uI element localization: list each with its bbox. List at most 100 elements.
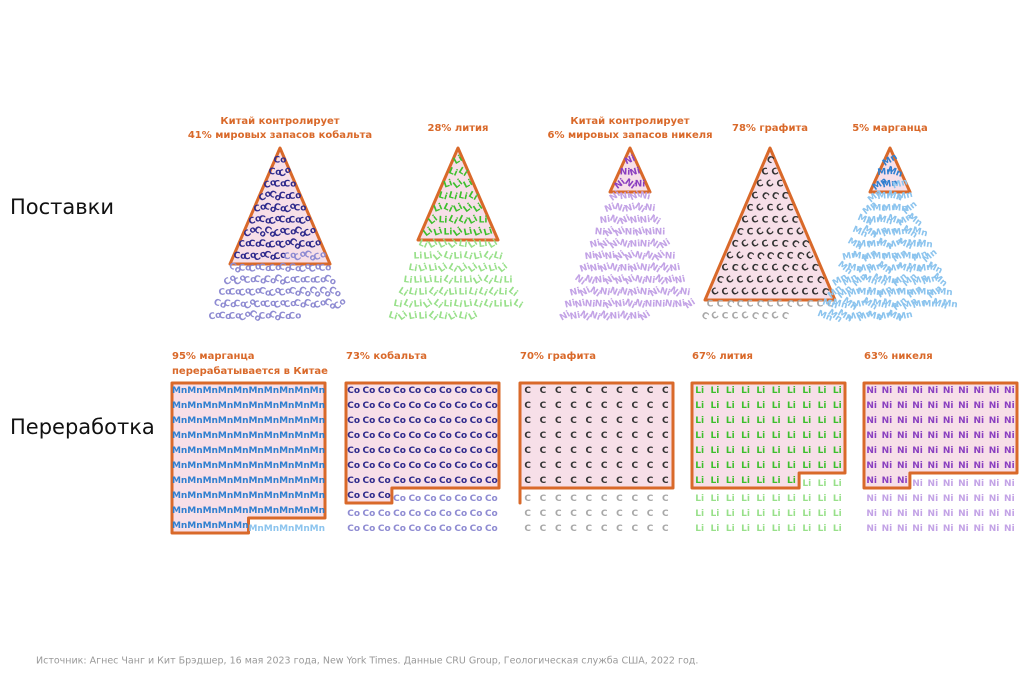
symbol: Mn (264, 491, 279, 501)
symbol: Ni (614, 299, 626, 311)
symbol: Li (741, 461, 750, 471)
symbol: C (601, 446, 608, 456)
symbol: Ni (912, 446, 923, 456)
symbol: Li (457, 311, 468, 323)
symbol: Li (488, 262, 499, 274)
symbol: C (780, 239, 789, 250)
symbol: Co (363, 431, 376, 441)
symbol: Co (439, 524, 452, 534)
label: Китай контролирует (570, 116, 689, 127)
symbol: C (730, 286, 741, 298)
symbol: C (800, 262, 811, 274)
symbol: Li (413, 299, 423, 310)
symbol: C (722, 312, 729, 322)
symbol: Ni (928, 524, 939, 534)
symbol: C (775, 251, 785, 263)
label: 78% графита (732, 122, 808, 134)
symbol: Ni (574, 298, 587, 310)
symbol: Co (470, 416, 483, 426)
symbol: C (766, 203, 774, 213)
symbol: Li (756, 461, 765, 471)
symbol: Ni (989, 401, 1000, 411)
symbol: Mn (248, 506, 263, 516)
symbol: Li (756, 431, 765, 441)
symbol: Co (424, 386, 437, 396)
symbol: Co (439, 494, 452, 504)
symbol: Li (695, 476, 704, 486)
symbol: Li (741, 431, 750, 441)
symbol: Mn (911, 298, 928, 311)
symbol: Mn (294, 431, 309, 441)
symbol: Ni (674, 274, 686, 286)
symbol: Ni (973, 461, 984, 471)
symbol: Li (818, 446, 827, 456)
symbol: Li (711, 446, 720, 456)
symbol: Mn (264, 416, 279, 426)
symbol: Co (257, 238, 272, 251)
symbol: Co (363, 446, 376, 456)
symbol: Mn (876, 214, 894, 228)
symbol: C (616, 509, 623, 519)
symbol: Co (454, 476, 467, 486)
symbol: C (631, 524, 638, 534)
symbol: Ni (618, 214, 632, 228)
symbol: Ni (989, 431, 1000, 441)
symbol: Li (413, 251, 422, 261)
symbol: C (662, 386, 669, 396)
symbol: Li (446, 262, 459, 275)
symbol: C (662, 494, 669, 504)
symbol: Li (711, 431, 720, 441)
symbol: C (786, 227, 794, 237)
symbol: Li (408, 311, 418, 322)
symbol: Li (393, 299, 404, 311)
symbol: Ni (973, 401, 984, 411)
symbol: Co (247, 262, 263, 276)
symbol: C (735, 250, 747, 262)
symbol: Li (787, 509, 796, 519)
symbol: Mn (203, 431, 218, 441)
symbol: C (820, 287, 831, 299)
symbol: Li (711, 416, 720, 426)
symbol: Mn (872, 204, 887, 214)
symbol: Li (741, 416, 750, 426)
symbol: Li (452, 202, 464, 215)
symbol: Li (423, 275, 433, 286)
symbol: Co (408, 446, 421, 456)
symbol: C (601, 461, 608, 471)
symbol: Mn (867, 215, 883, 227)
symbol: C (555, 431, 562, 441)
symbol: C (540, 524, 547, 534)
symbol: Mn (233, 461, 248, 471)
symbol: Mn (172, 521, 187, 531)
symbol: C (586, 494, 593, 504)
symbol: C (662, 416, 669, 426)
symbol: C (586, 416, 593, 426)
symbol: Ni (658, 237, 672, 251)
symbol: Li (695, 461, 704, 471)
symbol: Co (243, 275, 257, 286)
symbol: Li (787, 476, 796, 486)
symbol: Ni (882, 401, 893, 411)
symbol: Co (408, 461, 421, 471)
symbol: Li (438, 215, 447, 225)
symbol: C (631, 494, 638, 504)
symbol: Co (257, 214, 272, 227)
symbol: Ni (635, 179, 646, 189)
symbol: Ni (958, 479, 969, 489)
symbol: Mn (917, 288, 932, 298)
highlight-area (344, 381, 501, 505)
label: 73% кобальта (346, 350, 427, 362)
symbol: Li (711, 509, 720, 519)
symbol: Mn (877, 191, 893, 202)
symbol: Mn (896, 190, 913, 203)
symbol: Co (278, 191, 292, 202)
symbol: Mn (310, 446, 325, 456)
symbol: Ni (897, 509, 908, 519)
symbol: Mn (172, 461, 187, 471)
symbol: Mn (203, 521, 218, 531)
symbol: Co (347, 401, 360, 411)
symbol: Ni (1004, 509, 1015, 519)
symbol: C (715, 275, 725, 287)
symbol: Mn (856, 261, 874, 276)
symbol: Ni (639, 190, 652, 202)
